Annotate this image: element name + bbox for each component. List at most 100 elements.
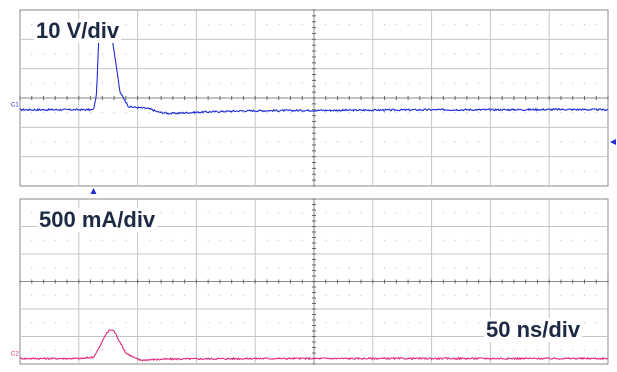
grid-dot [384, 112, 386, 114]
grid-dot [160, 322, 162, 324]
grid-dot [478, 141, 480, 143]
grid-dot [43, 294, 45, 296]
grid-dot [442, 212, 444, 214]
grid-dot [66, 239, 68, 241]
channel-label: C1 [11, 103, 19, 109]
grid-dot [442, 24, 444, 26]
grid-dot [478, 53, 480, 55]
grid-dot [395, 170, 397, 172]
grid-dot [407, 82, 409, 84]
grid-dot [395, 239, 397, 241]
grid-dot [172, 53, 174, 55]
grid-dot [43, 53, 45, 55]
grid-dot [384, 212, 386, 214]
grid-dot [595, 112, 597, 114]
grid-dot [595, 53, 597, 55]
grid-dot [242, 82, 244, 84]
grid-dot [501, 212, 503, 214]
grid-dot [184, 141, 186, 143]
grid-dot [442, 322, 444, 324]
grid-dot [207, 239, 209, 241]
grid-dot [501, 170, 503, 172]
grid-dot [148, 24, 150, 26]
grid-dot [125, 267, 127, 269]
grid-dot [442, 239, 444, 241]
grid-dot [54, 141, 56, 143]
grid-dot [289, 53, 291, 55]
grid-dot [289, 141, 291, 143]
grid-dot [242, 24, 244, 26]
grid-dot [160, 170, 162, 172]
grid-dot [560, 239, 562, 241]
grid-dot [536, 267, 538, 269]
trigger-level-marker [610, 139, 616, 145]
grid-dot [442, 294, 444, 296]
grid-dot [125, 53, 127, 55]
grid-dot [207, 212, 209, 214]
grid-dot [595, 267, 597, 269]
grid-dot [325, 322, 327, 324]
grid-dot [242, 349, 244, 351]
grid-dot [266, 112, 268, 114]
grid-dot [501, 349, 503, 351]
grid-dot [337, 239, 339, 241]
grid-dot [289, 239, 291, 241]
grid-dot [501, 267, 503, 269]
grid-dot [184, 349, 186, 351]
grid-dot [90, 267, 92, 269]
grid-dot [184, 170, 186, 172]
grid-dot [407, 24, 409, 26]
grid-dot [31, 322, 33, 324]
grid-dot [595, 349, 597, 351]
grid-dot [419, 322, 421, 324]
grid-dot [348, 53, 350, 55]
grid-dot [395, 212, 397, 214]
grid-dot [231, 112, 233, 114]
grid-dot [184, 53, 186, 55]
grid-dot [66, 267, 68, 269]
grid-dot [454, 24, 456, 26]
grid-dot [478, 349, 480, 351]
grid-dot [148, 141, 150, 143]
grid-dot [337, 322, 339, 324]
grid-dot [289, 212, 291, 214]
grid-dot [478, 170, 480, 172]
grid-dot [583, 294, 585, 296]
grid-dot [31, 112, 33, 114]
grid-dot [337, 212, 339, 214]
grid-dot [337, 294, 339, 296]
grid-dot [278, 322, 280, 324]
current-trace [19, 329, 609, 362]
grid-dot [536, 24, 538, 26]
grid-dot [407, 212, 409, 214]
grid-dot [90, 112, 92, 114]
grid-dot [384, 170, 386, 172]
grid-dot [160, 212, 162, 214]
grid-dot [442, 267, 444, 269]
grid-dot [278, 294, 280, 296]
grid-dot [560, 294, 562, 296]
grid-dot [454, 82, 456, 84]
grid-dot [560, 212, 562, 214]
grid-dot [536, 82, 538, 84]
grid-dot [525, 53, 527, 55]
grid-dot [360, 212, 362, 214]
grid-dot [172, 322, 174, 324]
grid-dot [266, 267, 268, 269]
grid-dot [125, 82, 127, 84]
grid-dot [407, 170, 409, 172]
grid-dot [525, 82, 527, 84]
grid-dot [289, 112, 291, 114]
grid-dot [560, 24, 562, 26]
grid-dot [360, 322, 362, 324]
grid-dot [583, 141, 585, 143]
grid-dot [278, 82, 280, 84]
grid-dot [560, 141, 562, 143]
grid-dot [419, 239, 421, 241]
grid-dot [148, 267, 150, 269]
grid-dot [231, 239, 233, 241]
grid-dot [501, 24, 503, 26]
grid-dot [301, 349, 303, 351]
grid-dot [419, 53, 421, 55]
grid-dot [301, 112, 303, 114]
